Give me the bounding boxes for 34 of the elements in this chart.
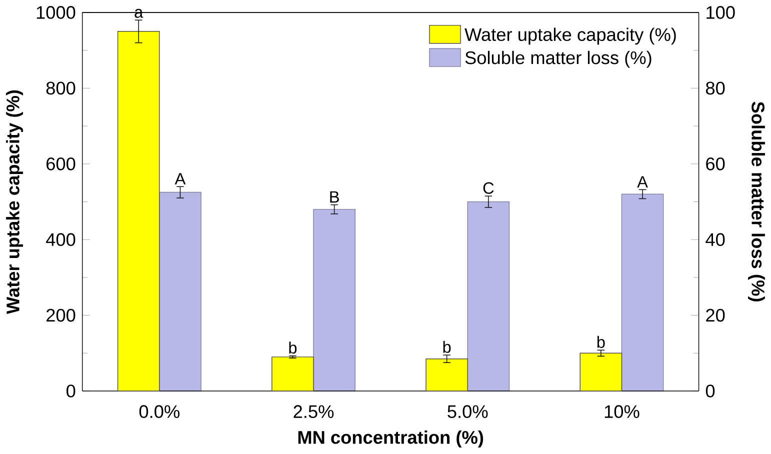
y2-tick-label: 40	[706, 233, 725, 246]
annotation: B	[330, 192, 339, 203]
annotation: b	[443, 341, 451, 354]
y-tick-label: 1000	[36, 6, 76, 20]
x-axis-title: MN concentration (%)	[298, 430, 484, 448]
y2-tick-label: 60	[706, 158, 725, 171]
annotation: C	[483, 182, 494, 194]
bar	[580, 353, 622, 392]
y-axis-title: Water uptake capacity (%)	[6, 90, 23, 314]
annotation: b	[289, 342, 297, 354]
legend-label: Water uptake capacity (%)	[464, 28, 676, 45]
annotation: A	[174, 173, 186, 185]
y-tick-label: 400	[46, 233, 76, 246]
y2-tick-label: 0	[706, 384, 715, 398]
x-tick-label: 0.0%	[139, 405, 180, 418]
y2-axis-title: Soluble matter loss (%)	[748, 102, 765, 302]
y-tick-label: 0	[66, 384, 76, 398]
x-tick-label: 10%	[604, 405, 640, 418]
bar	[426, 358, 468, 392]
annotation: b	[597, 336, 605, 348]
y-tick-label: 200	[46, 309, 76, 322]
legend-label: Soluble matter loss (%)	[465, 51, 652, 68]
y-tick-label: 800	[46, 82, 76, 95]
bar	[621, 194, 664, 392]
x-tick-label: 2.5%	[294, 405, 334, 418]
y2-tick-label: 80	[706, 82, 725, 95]
annotation: A	[637, 176, 648, 188]
y-tick-label: 600	[46, 158, 76, 171]
y2-tick-label: 20	[706, 309, 725, 322]
x-tick-label: 5.0%	[448, 405, 488, 418]
bar	[313, 209, 356, 392]
bar	[467, 202, 510, 392]
y2-tick-label: 100	[706, 6, 735, 20]
bar	[272, 356, 314, 392]
